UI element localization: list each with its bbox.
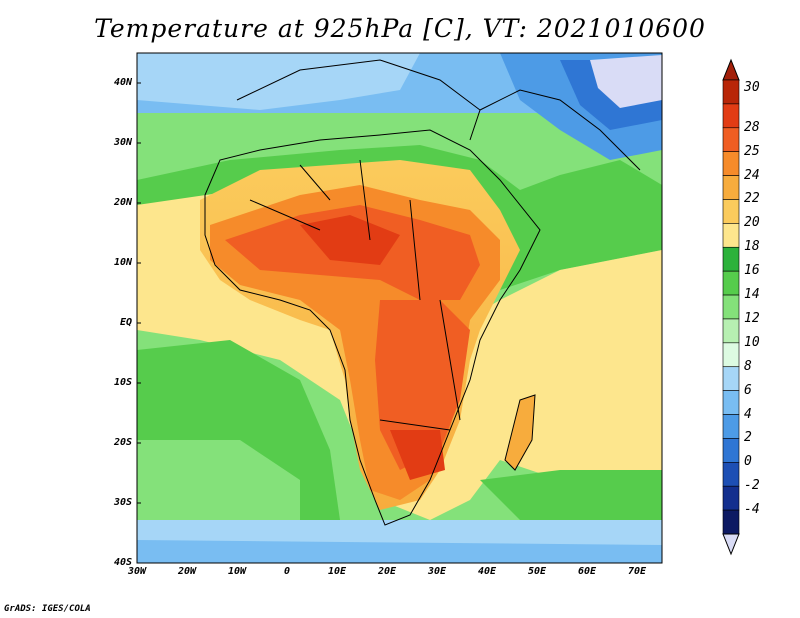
- colorbar-label: 30: [744, 80, 760, 95]
- lon-tick-label: 30E: [427, 566, 447, 577]
- colorbar-label: 8: [744, 358, 752, 374]
- colorbar-swatch: [722, 485, 740, 511]
- colorbar-swatch: [722, 103, 740, 129]
- colorbar-label: 0: [744, 454, 752, 470]
- southern-ocean-colder: [137, 540, 662, 563]
- colorbar-label: 10: [744, 334, 760, 350]
- colorbar-swatch: [722, 462, 740, 487]
- colorbar-swatch: [722, 509, 740, 535]
- map-frame: [136, 52, 663, 564]
- colorbar-max-arrow: [722, 58, 740, 81]
- lat-tick-label: 10S: [113, 377, 132, 388]
- lon-tick-label: 30W: [127, 566, 147, 577]
- lon-tick-label: 40E: [477, 566, 497, 577]
- colorbar-label: 18: [744, 239, 760, 255]
- lon-tick-label: 20W: [177, 566, 197, 577]
- southern-africa-hot: [375, 300, 470, 470]
- colorbar-swatch: [722, 246, 740, 272]
- colorbar-swatch: [722, 175, 740, 200]
- colorbar-swatch: [722, 270, 740, 296]
- colorbar-label: 20: [744, 215, 760, 231]
- lon-tick-label: 20E: [377, 566, 397, 577]
- lon-tick-label: 0: [283, 566, 291, 577]
- colorbar-label: 16: [744, 263, 760, 279]
- south-atlantic-light: [137, 440, 300, 530]
- colorbar-swatch: [722, 199, 740, 224]
- lon-tick-label: 10E: [327, 566, 347, 577]
- sahel-peak: [300, 215, 400, 265]
- lon-tick-label: 50E: [527, 566, 547, 577]
- lat-tick-label: 40N: [113, 77, 132, 88]
- colorbar-label: -2: [744, 478, 760, 494]
- colorbar-swatch: [722, 414, 740, 439]
- colorbar-min-arrow: [722, 533, 740, 556]
- colorbar-label: 14: [744, 287, 760, 303]
- colorbar-swatch: [722, 342, 740, 368]
- lat-tick-label: 10N: [113, 257, 132, 268]
- lat-tick-label: 40S: [113, 557, 132, 568]
- lon-tick-label: 70E: [627, 566, 647, 577]
- lat-tick-label: 30N: [113, 137, 132, 148]
- colorbar-label: 4: [744, 406, 752, 422]
- colorbar-swatch: [722, 79, 740, 105]
- colorbar-label: -4: [744, 502, 760, 518]
- credit-text: GrADS: IGES/COLA: [4, 604, 91, 614]
- colorbar-label: 2: [744, 430, 752, 446]
- south-indian-green: [480, 470, 662, 520]
- coastlines: [204, 59, 641, 526]
- colorbar-label: 22: [744, 191, 760, 207]
- lat-tick-label: EQ: [119, 317, 132, 328]
- colorbar-swatch: [722, 127, 740, 152]
- colorbar-label: 25: [744, 143, 760, 159]
- kalahari-peak: [390, 430, 445, 480]
- colorbar-swatch: [722, 151, 740, 176]
- lon-tick-label: 60E: [577, 566, 597, 577]
- colorbar-swatch: [722, 390, 740, 415]
- colorbar-swatch: [722, 438, 740, 463]
- lat-tick-label: 20N: [113, 197, 132, 208]
- lat-tick-marks: [137, 82, 141, 564]
- madagascar-land: [505, 395, 535, 470]
- lon-tick-label: 10W: [227, 566, 247, 577]
- colorbar: [722, 58, 740, 556]
- mediterranean-cool: [137, 53, 420, 110]
- colorbar-label: 24: [744, 167, 760, 183]
- colorbar-swatch: [722, 318, 740, 344]
- colorbar-swatch: [722, 366, 740, 391]
- map-title: Temperature at 925hPa [C], VT: 202101060…: [94, 14, 706, 43]
- lat-tick-label: 30S: [113, 497, 132, 508]
- colorbar-swatch: [722, 294, 740, 320]
- lat-tick-label: 20S: [113, 437, 132, 448]
- plateau-lavender: [590, 55, 662, 108]
- colorbar-label: 28: [744, 119, 760, 135]
- colorbar-label: 12: [744, 310, 760, 326]
- colorbar-swatch: [722, 223, 740, 248]
- colorbar-label: 6: [744, 382, 752, 398]
- temperature-field: [137, 53, 662, 563]
